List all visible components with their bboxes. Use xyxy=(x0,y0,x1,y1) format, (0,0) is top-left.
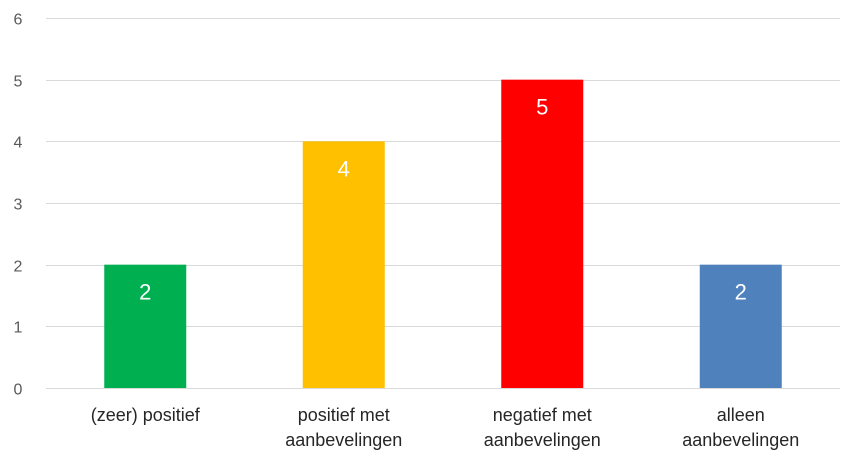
y-axis-tick-labels: 0 1 2 3 4 5 6 xyxy=(14,12,23,399)
y-tick-label-0: 0 xyxy=(14,382,23,399)
x-category-label-3-line-0: alleen xyxy=(717,405,765,425)
y-tick-label-2: 2 xyxy=(14,259,23,276)
x-category-label-1: positief met aanbevelingen xyxy=(285,405,402,450)
bar-3 xyxy=(699,264,782,388)
x-category-label-1-line-1: aanbevelingen xyxy=(285,430,402,450)
x-axis-category-labels: (zeer) positief positief met aanbevelingen… xyxy=(91,405,800,450)
data-label-2: 5 xyxy=(536,95,548,120)
x-category-label-3: alleen aanbevelingen xyxy=(682,405,799,450)
x-category-label-2-line-0: negatief met xyxy=(493,405,592,425)
x-category-label-3-line-1: aanbevelingen xyxy=(682,430,799,450)
x-category-label-0-line-0: (zeer) positief xyxy=(91,405,201,425)
x-category-label-1-line-0: positief met xyxy=(298,405,390,425)
y-tick-label-6: 6 xyxy=(14,12,23,29)
data-label-1: 4 xyxy=(338,156,350,181)
y-tick-label-5: 5 xyxy=(14,74,23,91)
y-tick-label-3: 3 xyxy=(14,197,23,214)
x-category-label-2: negatief met aanbevelingen xyxy=(484,405,601,450)
x-category-label-2-line-1: aanbevelingen xyxy=(484,430,601,450)
bars xyxy=(104,79,782,389)
bar-0 xyxy=(104,264,187,388)
data-label-3: 2 xyxy=(735,280,747,305)
bar-2 xyxy=(501,79,584,389)
bar-1 xyxy=(302,141,385,388)
data-labels: 2 4 5 2 xyxy=(139,95,747,305)
x-category-label-0: (zeer) positief xyxy=(91,405,201,425)
data-label-0: 2 xyxy=(139,280,151,305)
y-tick-label-4: 4 xyxy=(14,135,23,152)
y-tick-label-1: 1 xyxy=(14,320,23,337)
